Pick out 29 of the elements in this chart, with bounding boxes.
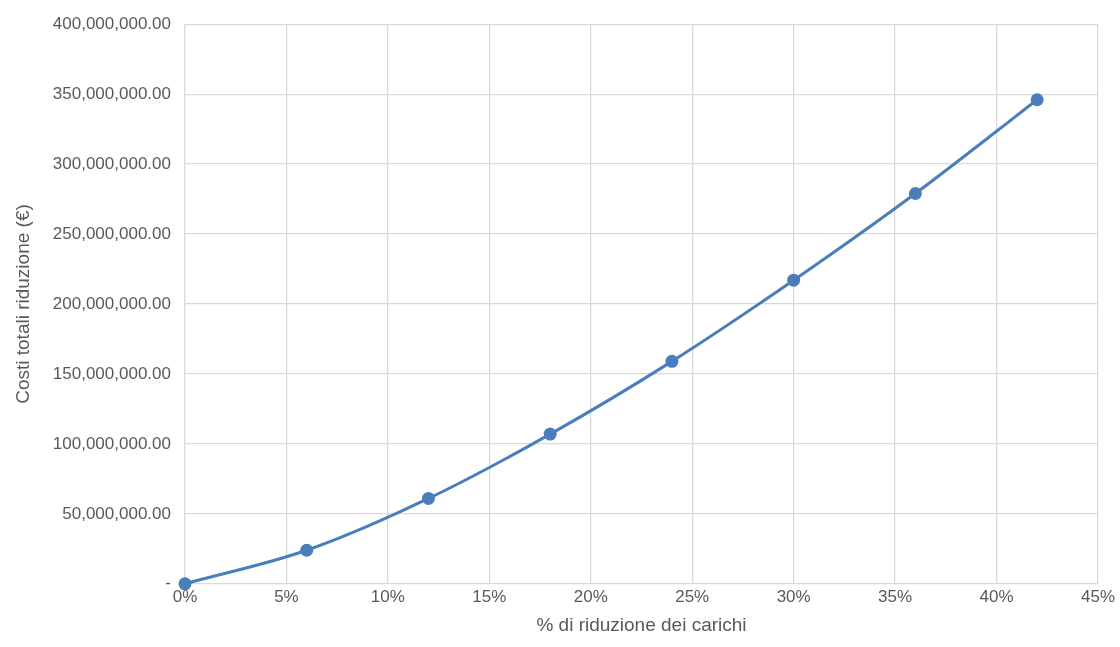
y-tick-label: 400,000,000.00 xyxy=(52,13,171,33)
x-tick-label: 5% xyxy=(274,586,299,606)
y-tick-label: 150,000,000.00 xyxy=(52,363,171,383)
point xyxy=(178,577,192,591)
y-tick-label: 250,000,000.00 xyxy=(52,223,171,243)
point xyxy=(908,186,922,200)
point xyxy=(665,354,679,368)
x-tick-label: 0% xyxy=(172,586,198,606)
point xyxy=(300,543,314,557)
y-tick-label: 300,000,000.00 xyxy=(52,153,171,173)
point xyxy=(787,273,801,287)
y-tick-label: - xyxy=(165,573,171,593)
y-axis-title: Costi totali riduzione (€) xyxy=(11,204,33,404)
point xyxy=(421,491,435,505)
y-tick-label: 50,000,000.00 xyxy=(62,503,171,523)
x-axis-title: % di riduzione dei carichi xyxy=(536,613,747,635)
y-tick-label: 200,000,000.00 xyxy=(52,293,171,313)
x-tick-label: 40% xyxy=(979,586,1014,606)
point xyxy=(1030,93,1044,107)
point xyxy=(543,427,557,441)
x-tick-label: 15% xyxy=(472,586,507,606)
x-tick-label: 35% xyxy=(878,586,913,606)
x-tick-label: 25% xyxy=(675,586,710,606)
y-tick-label: 100,000,000.00 xyxy=(52,433,171,453)
x-tick-label: 20% xyxy=(573,586,608,606)
x-tick-label: 30% xyxy=(776,586,811,606)
y-tick-label: 350,000,000.00 xyxy=(52,83,171,103)
x-tick-label: 10% xyxy=(370,586,405,606)
x-tick-label: 45% xyxy=(1080,586,1116,606)
